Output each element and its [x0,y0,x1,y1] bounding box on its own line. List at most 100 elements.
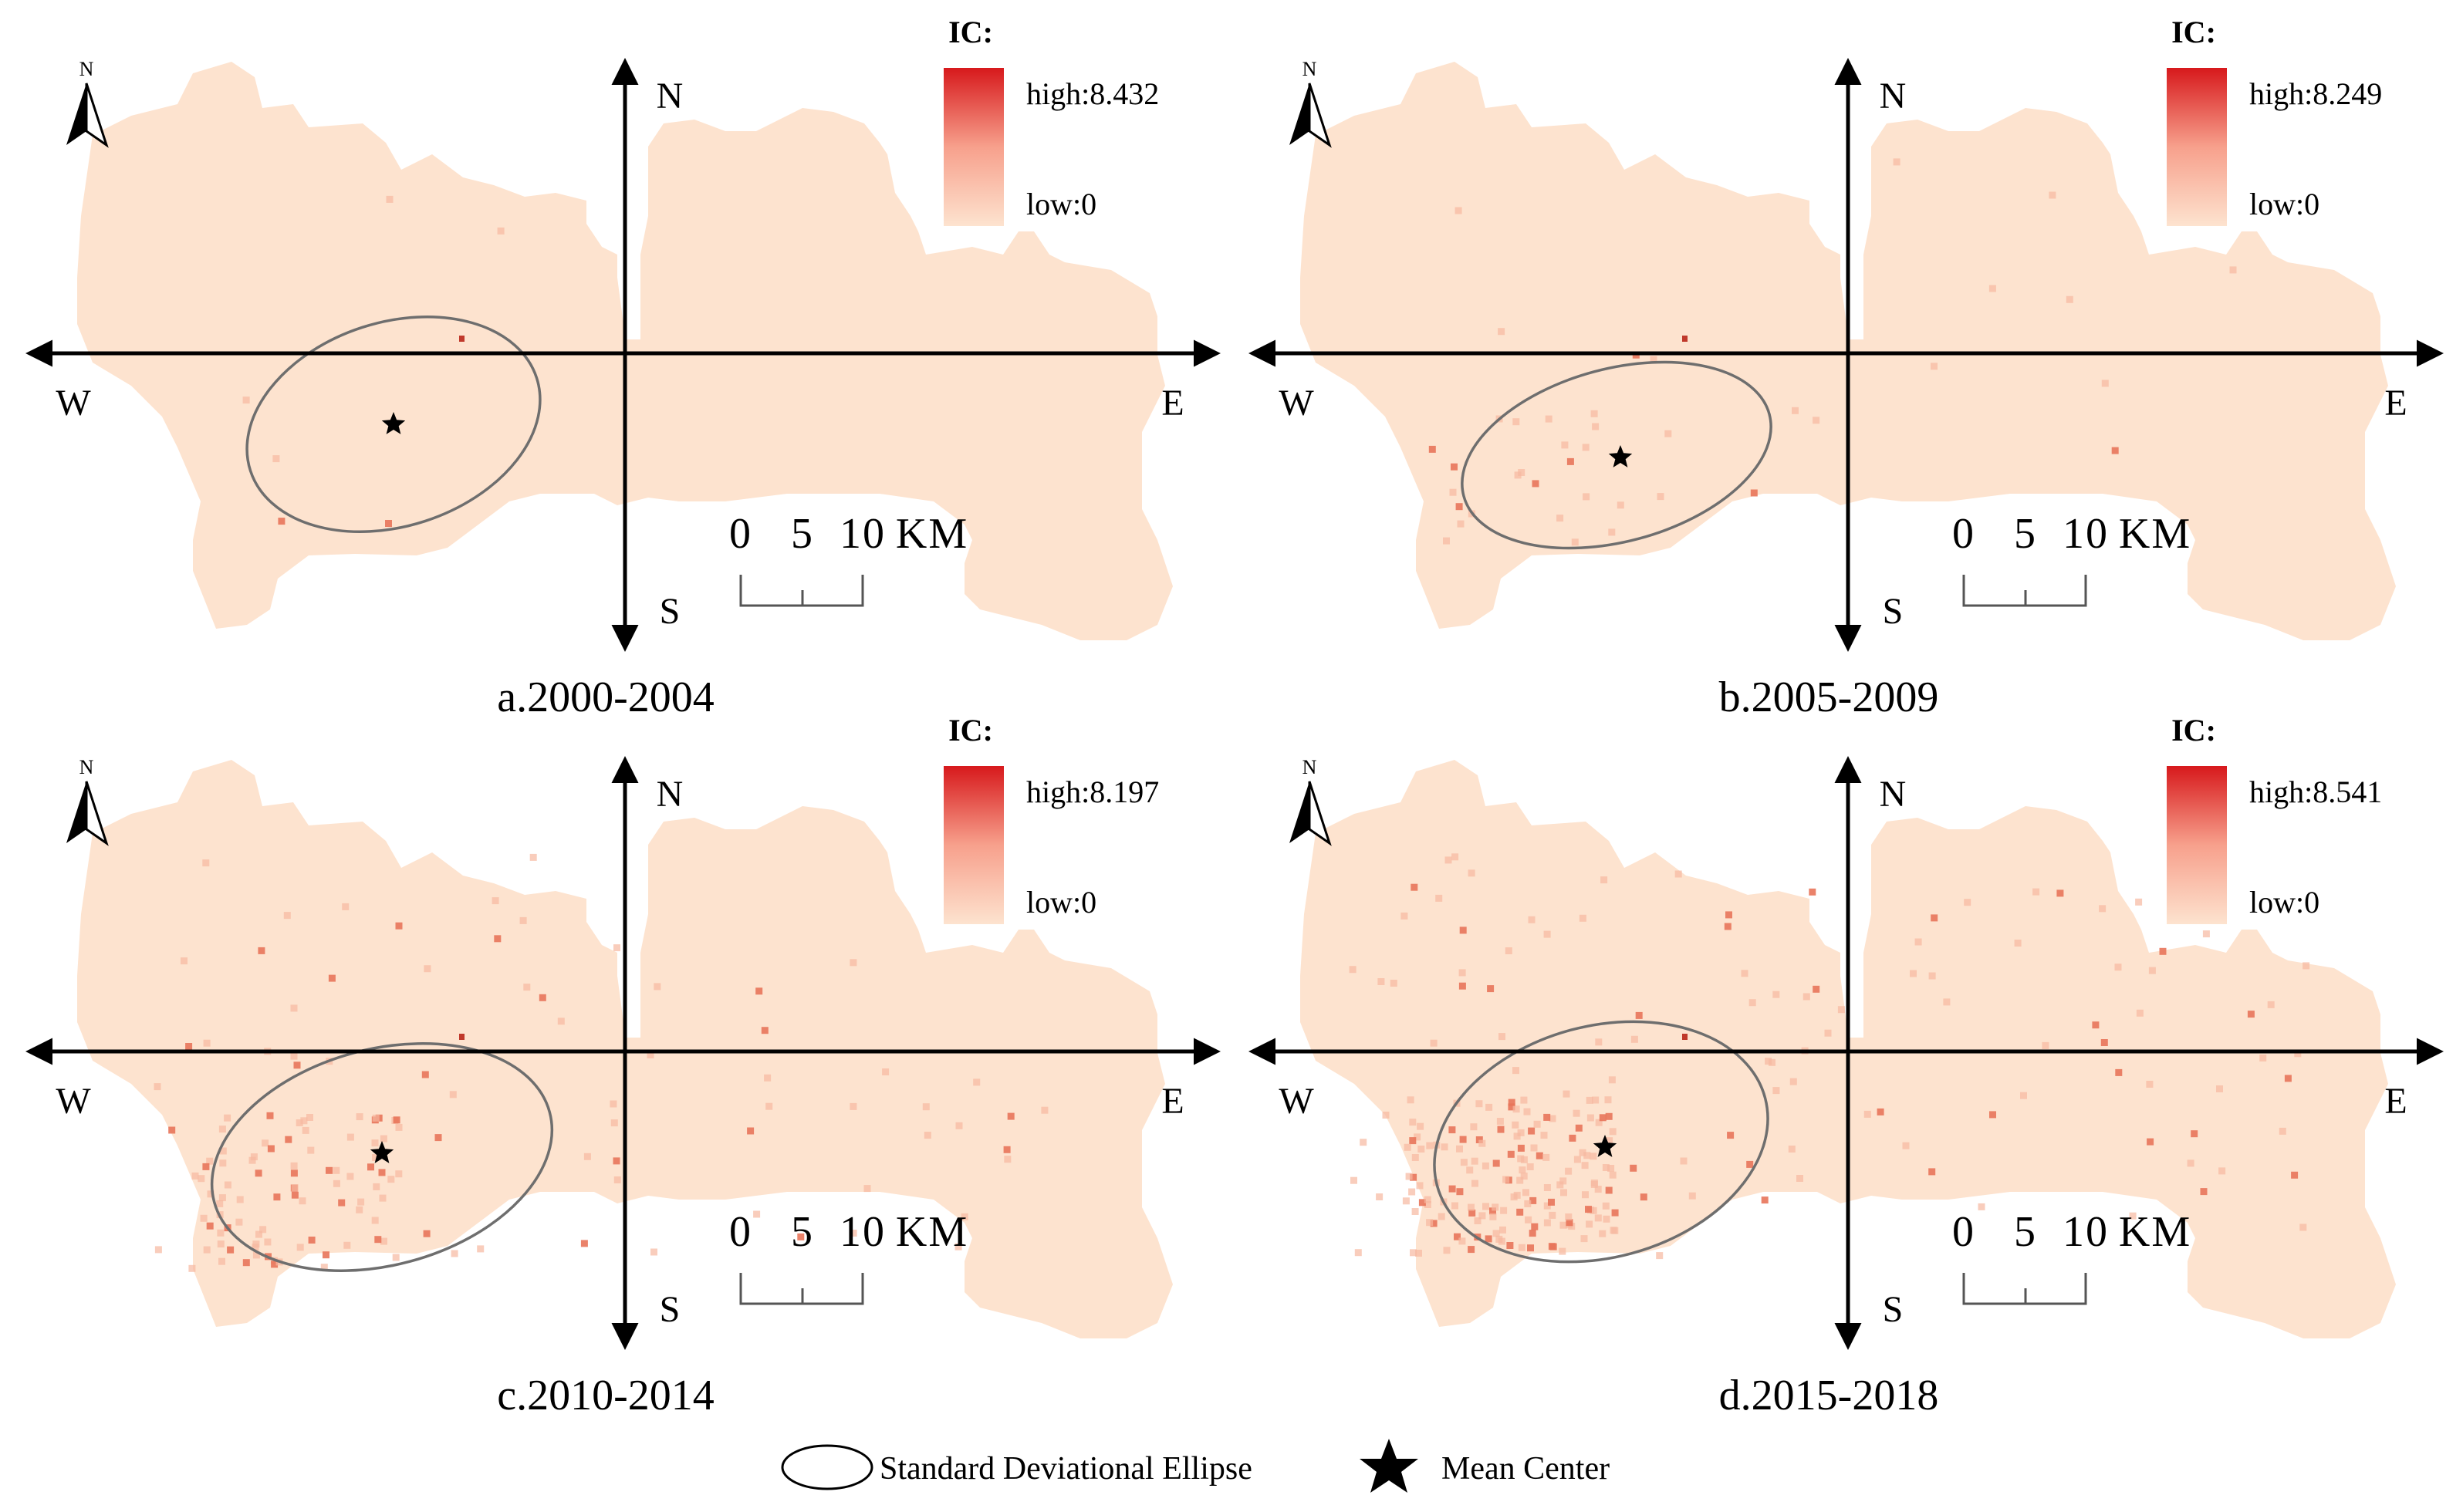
axis-label-north: N [657,76,684,116]
ic-cell [1444,856,1452,864]
ic-cell [2020,1092,2027,1099]
ic-cell [1931,914,1938,922]
ic-cell [1004,1156,1012,1163]
ic-cell [1630,1035,1638,1043]
ic-cell [654,983,661,991]
scale-tick-0: 0 [1952,510,1975,558]
ic-cell [1525,1216,1532,1223]
ic-cell-peak [459,336,465,342]
ic-cell [218,1126,226,1133]
ic-cell [1893,158,1900,166]
ic-cell [922,1103,930,1111]
ic-cell [1426,1219,1434,1227]
ic-cell [529,853,537,861]
ic-cell [1543,1184,1551,1191]
ic-cell [1863,1110,1871,1118]
ic-cell [291,1184,299,1192]
ic-cell [1495,1235,1503,1243]
ic-cell [2284,1075,2292,1082]
axis-label-south: S [1883,591,1904,632]
axis-label-south: S [1883,1289,1904,1330]
ic-cell [955,1122,963,1129]
ic-cell [202,1163,210,1170]
ic-cell [236,1196,244,1203]
ic-cell [497,227,505,235]
ic-cell [346,1173,354,1180]
ic-cell [1674,870,1682,878]
ic-cell [1455,503,1463,511]
north-arrow-right [85,781,109,846]
ic-cell [761,1027,769,1034]
ic-cell [1471,1180,1478,1187]
axis-label-east: E [1161,383,1184,424]
ic-cell [434,1134,442,1142]
ic-cell [1594,1214,1602,1222]
ic-cell [203,1039,211,1047]
ic-cell [2049,191,2056,199]
ic-cell [1468,1246,1475,1254]
ic-cell [378,1169,386,1176]
ic-cell [1585,1206,1592,1213]
ic-cell [1485,1103,1493,1111]
ic-cell [1664,430,1672,437]
ic-cell [492,897,499,905]
ic-cell [2299,1223,2307,1231]
ic-cell [610,1119,618,1127]
ic-cell [293,1061,301,1069]
ic-cell [961,1213,968,1220]
ic-cell [2229,266,2237,274]
ic-cell [1542,1153,1550,1161]
ic-cell [2218,1167,2226,1175]
ic-cell [2303,962,2310,970]
ic-cell [1428,445,1436,453]
ic-cell [1435,894,1443,902]
ic-cell [395,1170,403,1178]
ic-cell [2279,1127,2286,1135]
ic-cell [1489,1207,1496,1215]
ic-cell [1454,1233,1461,1240]
panel-caption: d.2015-2018 [1719,1372,1939,1419]
ic-cell [395,1123,403,1131]
ic-cell [477,1245,485,1253]
axis-label-south: S [660,591,681,632]
ic-gradient-bar [944,766,1004,924]
ic-cell [1443,1247,1451,1254]
ic-cell [973,1078,981,1086]
scale-unit: KM [896,1208,968,1256]
ic-cell [188,1264,196,1272]
ic-cell [1438,1213,1445,1220]
ic-cell [386,195,394,203]
ic-cell [1569,1134,1576,1142]
ic-cell [1928,1168,1936,1176]
north-arrow-left [1289,83,1309,145]
ic-cell [219,1159,227,1167]
ic-cell [264,1238,272,1246]
ic-cell [1512,1067,1519,1075]
ic-cell [1809,888,1816,896]
ic-cell [1529,1230,1536,1237]
ic-cell [250,1153,258,1161]
ic-cell [1635,1011,1643,1019]
deviational-ellipse [245,315,542,534]
ic-cell [1456,1188,1464,1196]
ic-cell [1460,1159,1468,1166]
ic-cell [1548,1198,1555,1206]
ic-cell [372,1114,380,1122]
ic-cell [1573,1156,1581,1163]
ic-cell [296,1119,303,1126]
ic-cell [154,1246,162,1254]
ic-cell [290,1162,298,1169]
panel-caption: a.2000-2004 [497,673,715,721]
ic-cell [1414,1133,1421,1141]
ic-cell [1688,1192,1696,1200]
ic-cell [1507,1150,1515,1158]
ic-cell [1516,1208,1524,1216]
ic-cell [1474,1217,1482,1224]
ic-cell [1478,1139,1486,1147]
ic-cell [202,859,210,867]
ic-cell [1750,489,1758,497]
ic-cell [1409,1137,1417,1145]
ic-cell [882,1068,890,1075]
ic-cell [1943,998,1951,1006]
